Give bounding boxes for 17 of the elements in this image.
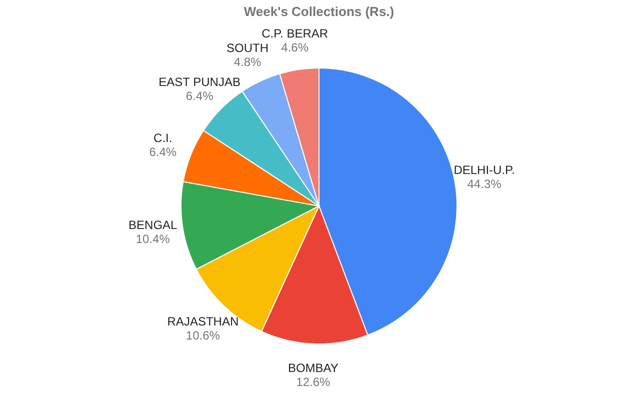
slice-label: BOMBAY bbox=[288, 360, 338, 375]
chart-title: Week's Collections (Rs.) bbox=[244, 4, 394, 19]
data-label: 4.8% bbox=[234, 54, 262, 69]
data-label: 44.3% bbox=[467, 176, 502, 191]
data-label: 6.4% bbox=[149, 144, 177, 159]
data-label: 10.4% bbox=[136, 232, 170, 246]
data-label: 12.6% bbox=[296, 374, 331, 389]
slice-label: DELHI-U.P. bbox=[454, 162, 515, 177]
slice-label: C.P. BERAR bbox=[262, 26, 328, 41]
slice-label: RAJASTHAN bbox=[167, 314, 239, 328]
slice-label: EAST PUNJAB bbox=[158, 74, 240, 89]
slice-label: SOUTH bbox=[226, 40, 269, 55]
slice-label: BENGAL bbox=[128, 218, 178, 232]
data-label: 10.6% bbox=[186, 328, 220, 342]
data-label: 6.4% bbox=[186, 88, 214, 103]
slice-label: C.I. bbox=[154, 130, 172, 145]
data-label: 4.6% bbox=[281, 40, 309, 55]
